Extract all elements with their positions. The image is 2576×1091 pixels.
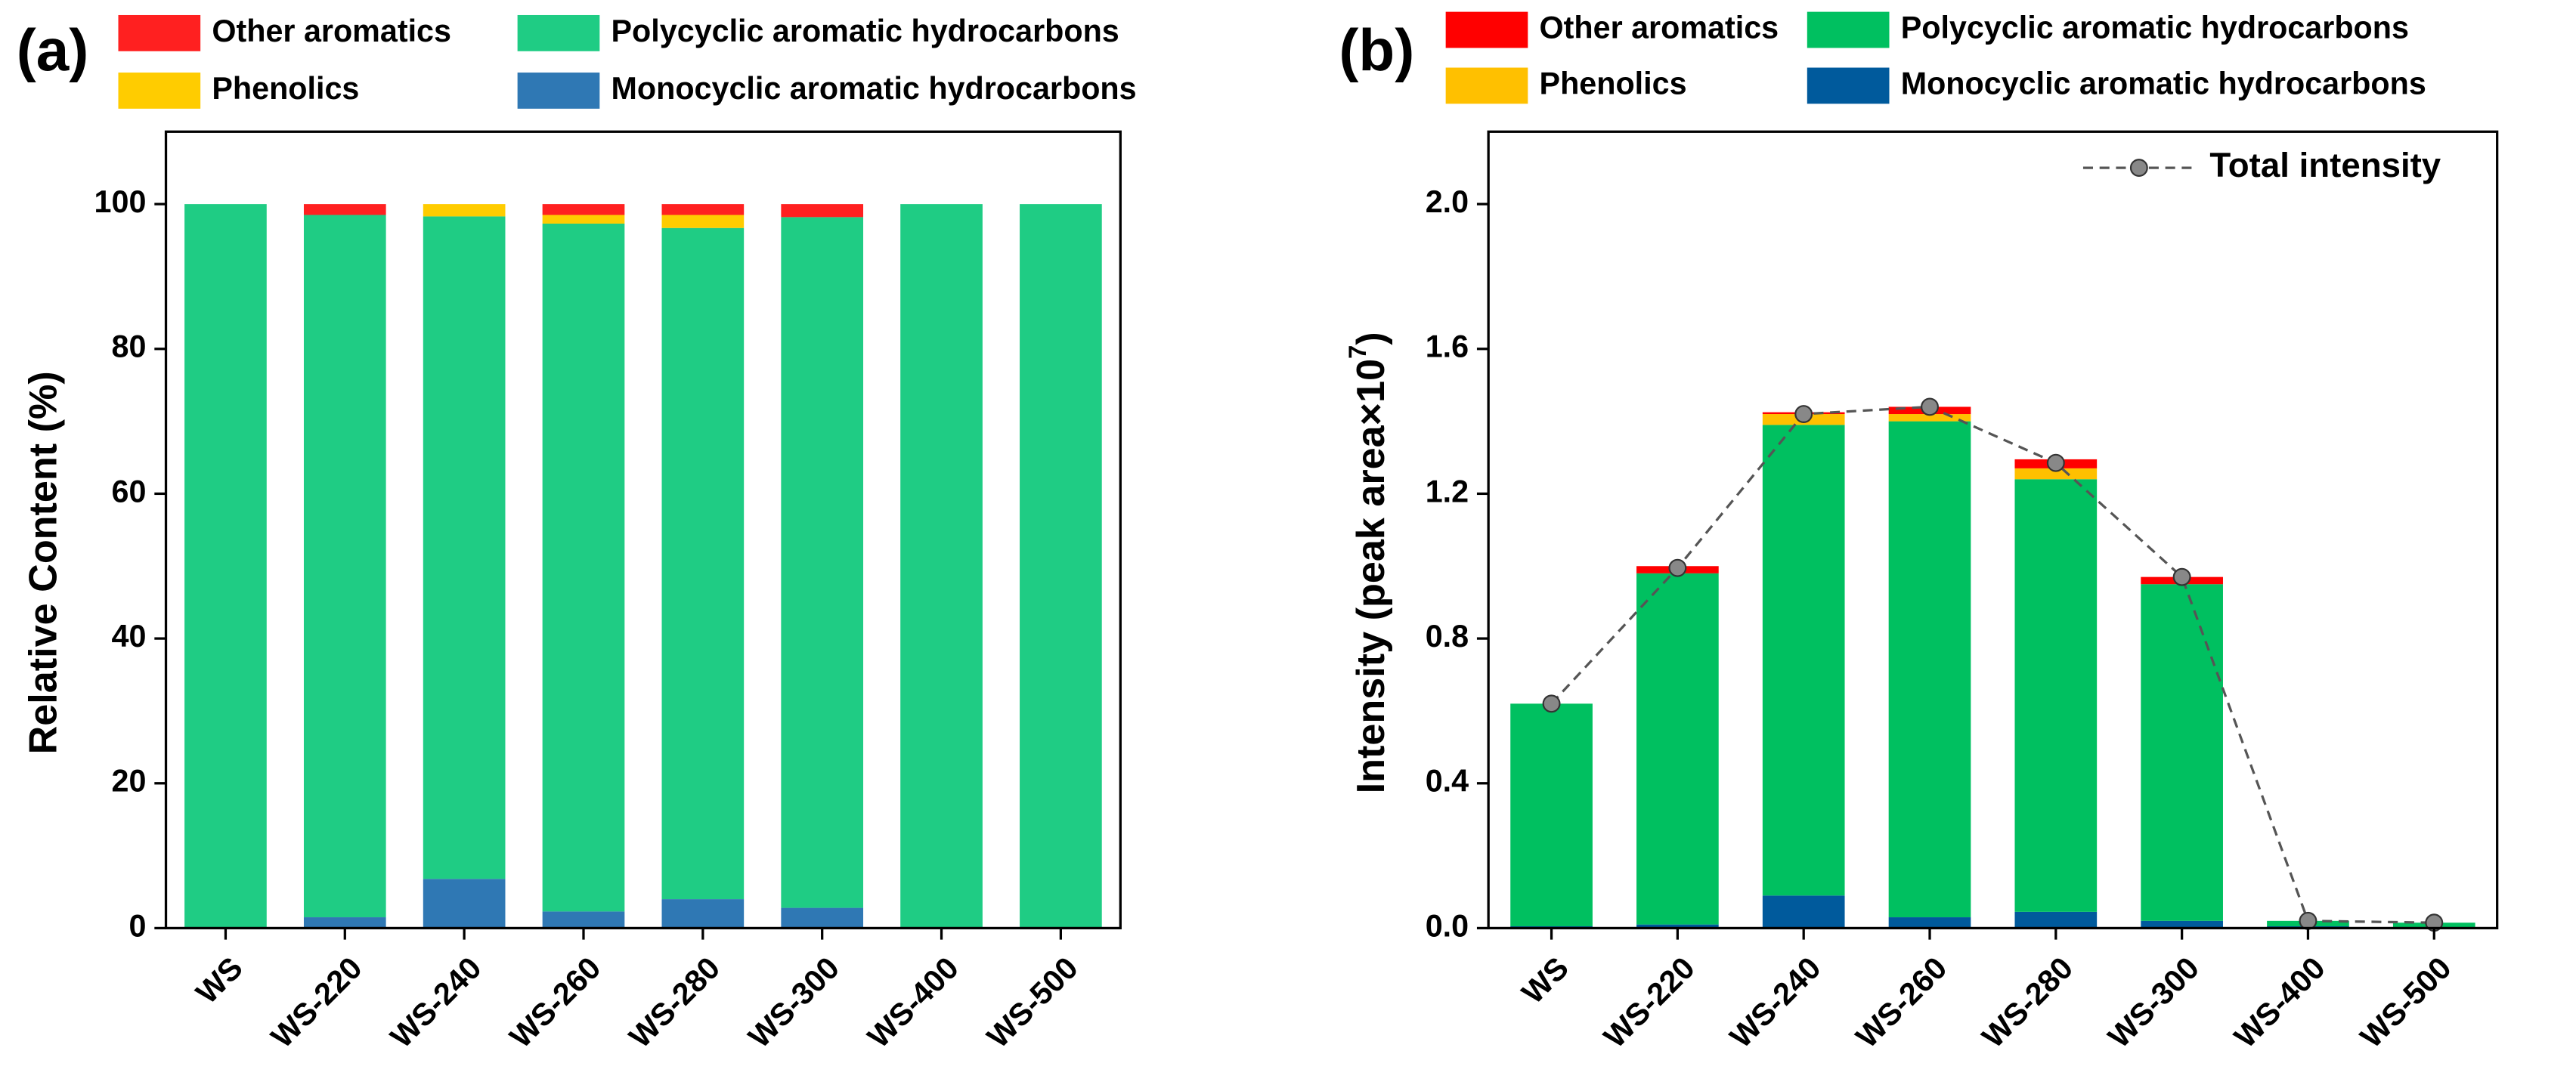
bar-segment — [1636, 924, 1719, 929]
bar-segment — [2141, 584, 2223, 921]
bar-segment — [423, 879, 506, 929]
y-axis-label-part: Intensity (peak area×10 — [1349, 359, 1393, 793]
legend-label: Monocyclic aromatic hydrocarbons — [1901, 66, 2426, 100]
x-tick-label: WS-240 — [1723, 950, 1828, 1055]
total-point — [2046, 453, 2065, 472]
y-tick-label: 100 — [94, 184, 147, 219]
bar-segment — [1888, 917, 1971, 929]
x-tick-label: WS-500 — [2354, 950, 2458, 1055]
total-point — [1542, 694, 1561, 713]
bar-segment — [542, 204, 625, 215]
y-tick-label: 60 — [112, 474, 147, 508]
y-tick-label: 80 — [112, 329, 147, 364]
y-axis-label-part: ) — [1349, 332, 1393, 345]
y-axis-label-part: 7 — [1343, 345, 1371, 359]
total-point — [2299, 911, 2317, 930]
panel-label: (a) — [17, 17, 89, 83]
bar-segment — [184, 204, 267, 929]
y-tick-label: 1.2 — [1426, 474, 1469, 508]
x-tick-label: WS-400 — [2228, 950, 2332, 1055]
legend-swatch — [1807, 67, 1890, 104]
y-axis-label: Relative Content (%) — [22, 371, 66, 754]
plot-frame — [164, 130, 1122, 930]
x-tick-label: WS-260 — [503, 950, 607, 1055]
bar-segment — [2014, 479, 2098, 912]
bar-segment — [2014, 468, 2098, 480]
x-tick-label: WS-260 — [1850, 950, 1954, 1055]
x-tick-label: WS-220 — [1597, 950, 1701, 1055]
bar-segment — [1762, 895, 1845, 929]
y-tick-label: 40 — [112, 619, 147, 654]
legend-label: Polycyclic aromatic hydrocarbons — [1901, 10, 2409, 45]
bar-segment — [303, 204, 386, 215]
bar-segment — [542, 223, 625, 912]
bar-segment — [303, 215, 386, 918]
x-tick-label: WS-300 — [2101, 950, 2206, 1055]
legend-label: Total intensity — [2209, 146, 2441, 184]
bar-segment — [1510, 703, 1593, 927]
x-tick-label: WS — [189, 950, 249, 1011]
bar-segment — [781, 907, 864, 929]
legend-swatch — [517, 73, 600, 109]
bar-segment — [1636, 573, 1719, 925]
bar-segment — [661, 204, 745, 215]
x-tick-label: WS-400 — [861, 950, 965, 1055]
x-tick-label: WS-240 — [384, 950, 488, 1055]
legend-swatch — [118, 73, 201, 109]
legend-label: Polycyclic aromatic hydrocarbons — [611, 14, 1119, 48]
x-tick-label: WS-300 — [742, 950, 846, 1055]
legend-label: Phenolics — [212, 71, 359, 106]
total-line — [1550, 405, 2435, 924]
y-tick-label: 0 — [128, 908, 146, 943]
bar-segment — [2141, 920, 2223, 929]
bar-segment — [781, 204, 864, 218]
bar-segment — [2014, 911, 2098, 929]
plot-frame — [1487, 130, 2499, 930]
legend-label: Phenolics — [1540, 66, 1687, 100]
y-tick-label: 0.8 — [1426, 619, 1469, 654]
bar-segment — [423, 216, 506, 879]
panel-label: (b) — [1339, 17, 1414, 83]
y-tick-label: 1.6 — [1426, 329, 1469, 364]
bar-segment — [423, 204, 506, 217]
bar-segment — [1762, 425, 1845, 896]
legend-label: Other aromatics — [1540, 10, 1779, 45]
bar-segment — [661, 899, 745, 929]
x-tick-label: WS-220 — [265, 950, 369, 1055]
legend-point — [2129, 159, 2148, 178]
bar-segment — [542, 215, 625, 224]
y-tick-label: 2.0 — [1426, 184, 1469, 219]
legend-swatch — [118, 14, 201, 51]
total-point — [1921, 397, 1939, 416]
total-point — [2172, 567, 2191, 586]
bar-segment — [661, 215, 745, 228]
bar-segment — [1888, 421, 1971, 918]
y-tick-label: 0.0 — [1426, 908, 1469, 943]
y-tick-label: 0.4 — [1426, 764, 1469, 799]
bar-segment — [661, 227, 745, 900]
x-tick-label: WS-280 — [1975, 950, 2079, 1055]
legend-swatch — [1445, 11, 1528, 48]
total-point — [1794, 405, 1813, 423]
legend-swatch — [517, 14, 600, 51]
y-tick-label: 20 — [112, 764, 147, 799]
x-tick-label: WS — [1515, 950, 1575, 1011]
legend-label: Other aromatics — [212, 14, 451, 48]
total-point — [1668, 558, 1687, 577]
bar-segment — [303, 917, 386, 929]
x-tick-label: WS-500 — [980, 950, 1085, 1055]
bar-segment — [542, 911, 625, 929]
y-axis-label: Intensity (peak area×107) — [1343, 332, 1393, 793]
legend-swatch — [1445, 67, 1528, 104]
bar-segment — [781, 217, 864, 908]
legend-swatch — [1807, 11, 1890, 48]
bar-segment — [1020, 204, 1102, 929]
legend-label: Monocyclic aromatic hydrocarbons — [611, 71, 1137, 106]
bar-segment — [900, 204, 983, 929]
x-tick-label: WS-280 — [622, 950, 726, 1055]
bar-segment — [1888, 414, 1971, 422]
